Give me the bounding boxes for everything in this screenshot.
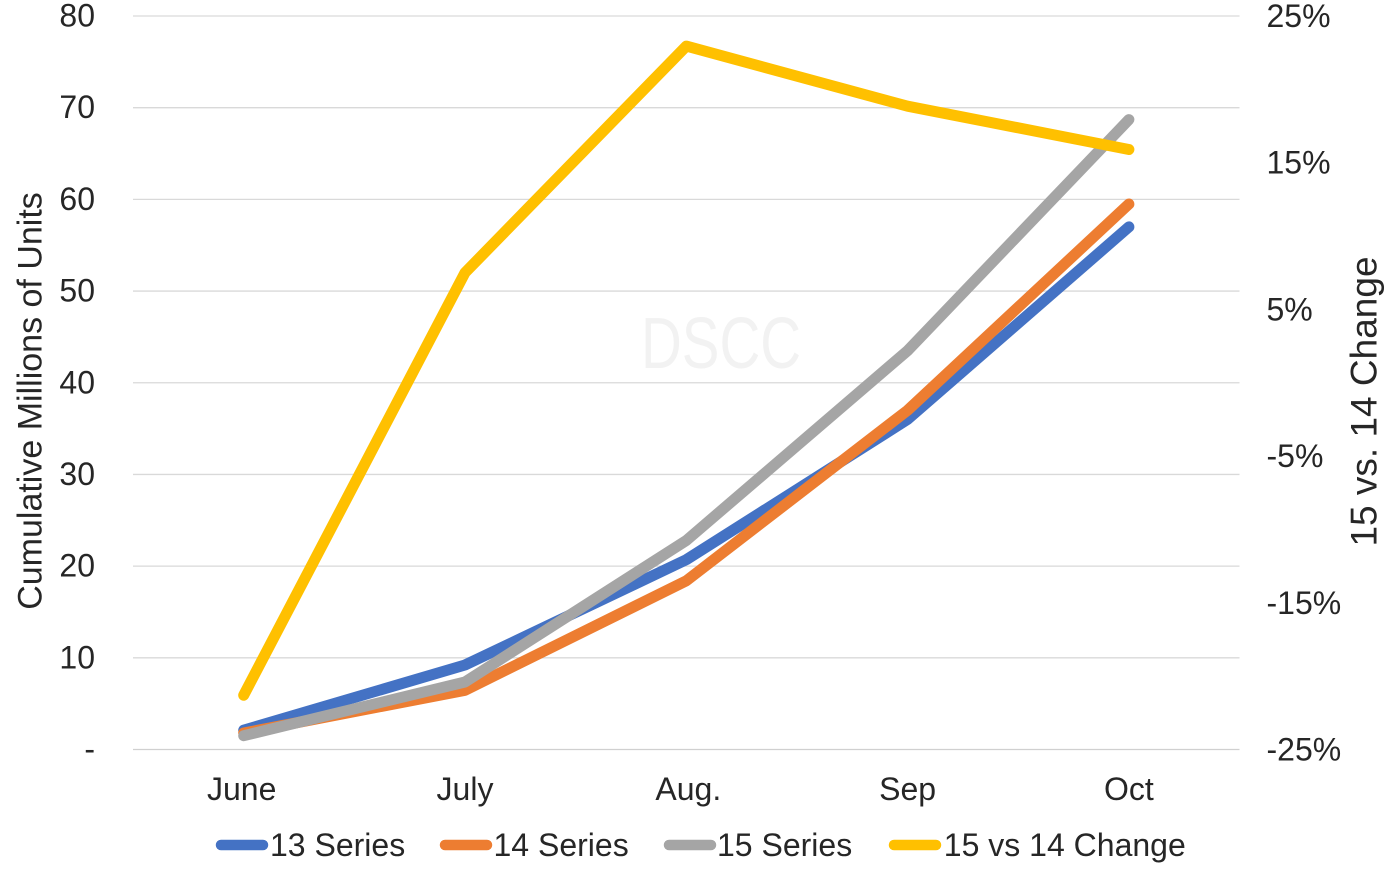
svg-text:60: 60 [59, 181, 95, 217]
svg-text:15%: 15% [1267, 145, 1331, 181]
svg-text:-5%: -5% [1267, 438, 1324, 474]
svg-text:-25%: -25% [1267, 732, 1342, 768]
svg-text:Oct: Oct [1104, 771, 1154, 807]
svg-text:10: 10 [59, 639, 95, 675]
svg-text:5%: 5% [1267, 291, 1313, 327]
svg-text:Aug.: Aug. [655, 771, 721, 807]
svg-text:15 Series: 15 Series [717, 827, 852, 863]
svg-text:Cumulative Millions of Units: Cumulative Millions of Units [11, 192, 49, 610]
svg-text:80: 80 [59, 0, 95, 34]
svg-text:25%: 25% [1267, 0, 1331, 34]
svg-text:50: 50 [59, 273, 95, 309]
svg-text:Sep: Sep [879, 771, 936, 807]
svg-text:20: 20 [59, 548, 95, 584]
svg-text:DSCC: DSCC [641, 304, 801, 384]
svg-text:30: 30 [59, 456, 95, 492]
svg-text:June: June [207, 771, 276, 807]
svg-text:13 Series: 13 Series [270, 827, 405, 863]
svg-text:15 vs. 14 Change: 15 vs. 14 Change [1343, 256, 1384, 546]
svg-text:15 vs 14 Change: 15 vs 14 Change [944, 827, 1186, 863]
svg-text:70: 70 [59, 89, 95, 125]
svg-text:-: - [84, 731, 95, 767]
svg-text:July: July [437, 771, 494, 807]
svg-text:-15%: -15% [1267, 585, 1342, 621]
svg-text:40: 40 [59, 364, 95, 400]
svg-text:14 Series: 14 Series [494, 827, 629, 863]
